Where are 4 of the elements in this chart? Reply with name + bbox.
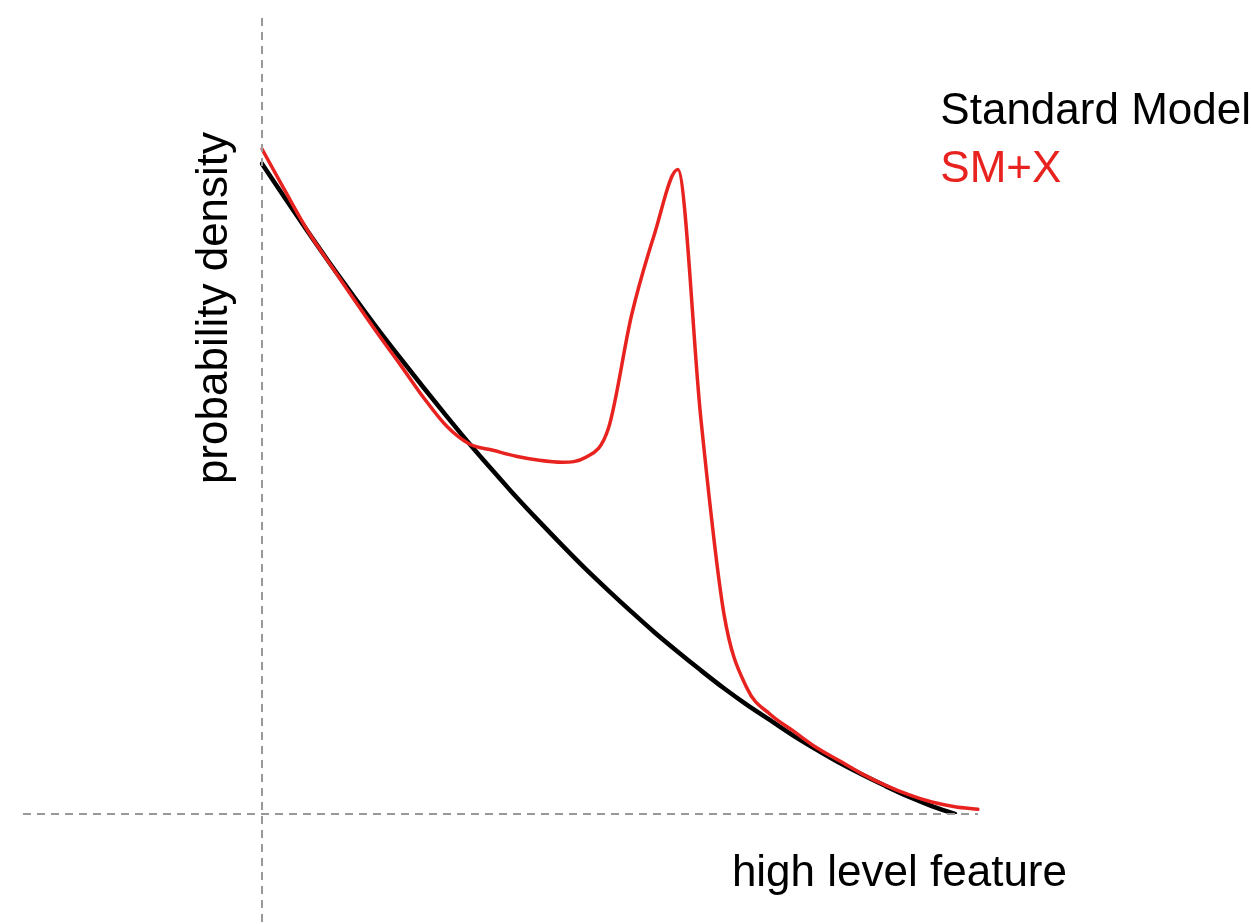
text: SM+X — [940, 141, 1063, 193]
y-axis-title: probability density — [187, 131, 237, 485]
text: Standard Model — [940, 83, 1251, 135]
x-axis-title: high level feature — [731, 846, 1067, 896]
